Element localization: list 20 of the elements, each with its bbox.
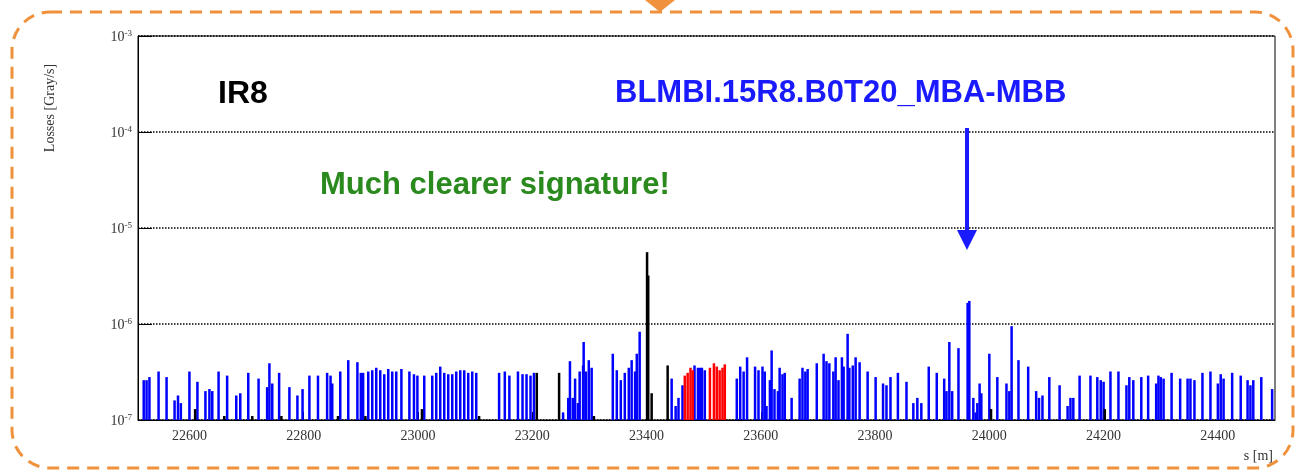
y-tick-label: 10$^{-4}$ xyxy=(110,124,133,140)
annotation: IR8 xyxy=(218,74,268,111)
x-tick-label: 23400 xyxy=(629,427,665,443)
x-tick-label: 24000 xyxy=(971,427,1007,443)
x-tick-label: 23600 xyxy=(743,427,779,443)
y-tick-label: 10$^{-7}$ xyxy=(110,412,133,428)
y-tick-label: 10$^{-5}$ xyxy=(110,220,133,236)
y-tick-label: 10$^{-3}$ xyxy=(110,28,133,44)
annotation: Much clearer signature! xyxy=(320,166,670,202)
x-axis-title: s [m] xyxy=(1243,448,1273,463)
x-tick-label: 24200 xyxy=(1086,427,1122,443)
x-tick-label: 23800 xyxy=(857,427,893,443)
y-axis-title: Losses [Gray/s] xyxy=(42,63,57,153)
annotation: BLMBI.15R8.B0T20_MBA-MBB xyxy=(615,74,1067,110)
y-tick-label: 10$^{-6}$ xyxy=(110,316,133,332)
x-tick-label: 22800 xyxy=(286,427,322,443)
x-tick-label: 22600 xyxy=(171,427,207,443)
x-tick-label: 23200 xyxy=(514,427,550,443)
x-tick-label: 24400 xyxy=(1200,427,1236,443)
x-tick-label: 23000 xyxy=(400,427,436,443)
